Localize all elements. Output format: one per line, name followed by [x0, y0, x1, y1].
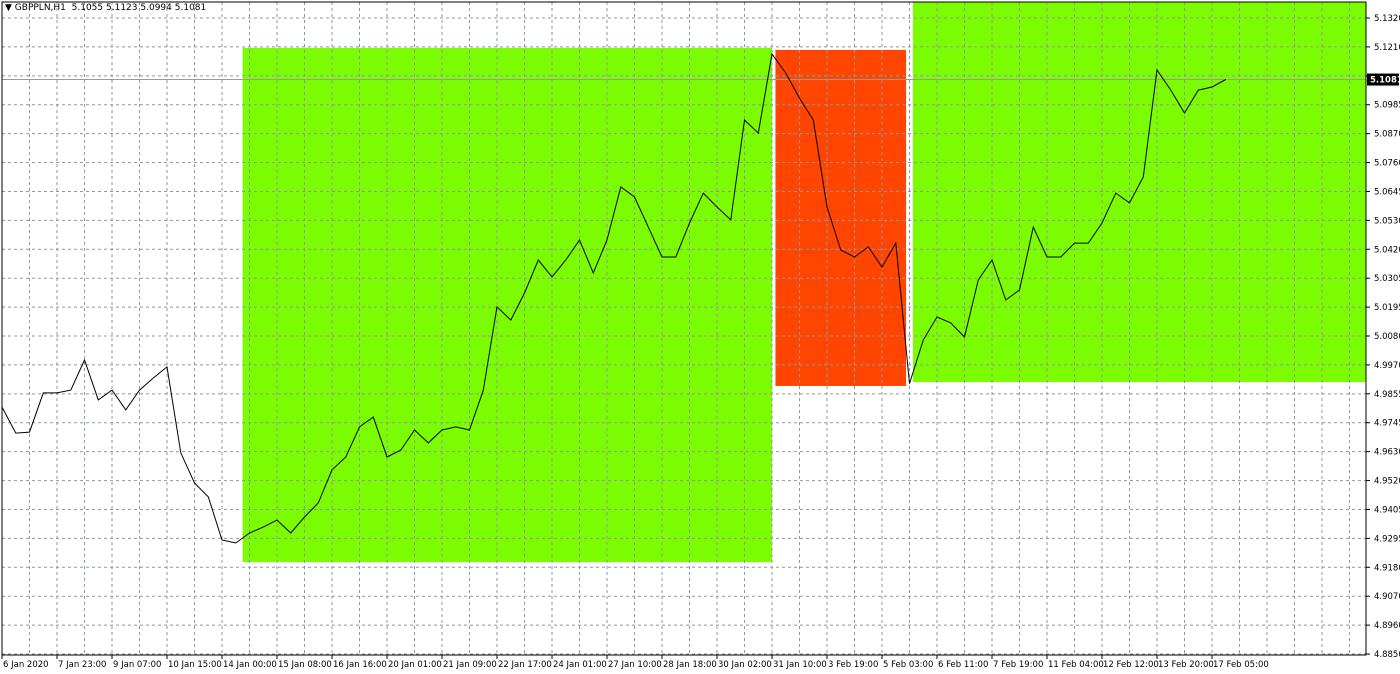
y-tick-label: 5.0870	[1374, 130, 1400, 140]
y-tick-label: 4.9745	[1374, 419, 1400, 429]
y-tick-label: 5.0420	[1374, 245, 1400, 255]
triangle-down-icon[interactable]: ▼	[5, 3, 12, 13]
x-tick-label: 12 Feb 12:00	[1103, 660, 1159, 670]
x-tick-label: 17 Feb 05:00	[1213, 660, 1269, 670]
x-tick-label: 27 Jan 10:00	[608, 660, 662, 670]
x-tick-label: 6 Jan 2020	[3, 660, 49, 670]
x-tick-label: 20 Jan 01:00	[388, 660, 442, 670]
symbol-label: GBPPLN,H1	[14, 3, 66, 13]
y-tick-label: 4.8960	[1374, 621, 1400, 631]
y-tick-label: 5.0530	[1374, 216, 1400, 226]
y-tick-label: 4.9180	[1374, 563, 1400, 573]
x-tick-label: 3 Feb 19:00	[828, 660, 878, 670]
x-tick-label: 15 Jan 08:00	[278, 660, 332, 670]
close-value: 5.1081	[174, 3, 207, 13]
plot-area	[2, 2, 1366, 655]
x-tick-label: 7 Jan 23:00	[58, 660, 106, 670]
y-tick-label: 4.9405	[1374, 505, 1400, 515]
current-price-label: 5.1081	[1370, 76, 1400, 86]
y-tick-label: 4.9970	[1374, 361, 1400, 371]
x-tick-label: 9 Jan 07:00	[113, 660, 161, 670]
zone-rectangle-1	[242, 47, 772, 563]
y-tick-label: 4.9295	[1374, 534, 1400, 544]
y-tick-label: 5.1320	[1374, 14, 1400, 24]
x-tick-label: 7 Feb 19:00	[993, 660, 1043, 670]
current-price-badge	[1367, 73, 1399, 86]
zone-rectangle-3	[912, 2, 1366, 383]
x-tick-label: 24 Jan 01:00	[553, 660, 607, 670]
x-tick-label: 16 Jan 16:00	[333, 660, 387, 670]
x-tick-label: 5 Feb 03:00	[883, 660, 933, 670]
open-value: 5.1055	[71, 3, 104, 13]
y-tick-label: 5.1210	[1374, 43, 1400, 53]
x-tick-label: 10 Jan 15:00	[168, 660, 222, 670]
x-tick-label: 21 Jan 09:00	[443, 660, 497, 670]
x-tick-label: 13 Feb 20:00	[1158, 660, 1214, 670]
low-value: 5.0994	[140, 3, 172, 13]
x-tick-label: 22 Jan 17:00	[498, 660, 552, 670]
x-tick-label: 14 Jan 00:00	[223, 660, 277, 670]
x-tick-label: 11 Feb 04:00	[1048, 660, 1104, 670]
x-tick-label: 6 Feb 11:00	[938, 660, 988, 670]
chart-header: ▼ GBPPLN,H1 5.1055 5.1123 5.0994 5.1081	[5, 3, 206, 13]
chart-frame	[1, 1, 1367, 656]
y-tick-label: 4.9520	[1374, 477, 1400, 487]
y-tick-label: 4.9855	[1374, 390, 1400, 400]
y-tick-label: 4.9070	[1374, 592, 1400, 602]
x-tick-label: 30 Jan 02:00	[718, 660, 772, 670]
x-tick-label: 31 Jan 10:00	[773, 660, 827, 670]
price-line	[2, 52, 1227, 544]
y-tick-label: 4.9630	[1374, 448, 1400, 458]
y-tick-label: 5.0760	[1374, 159, 1400, 169]
x-tick-label: 28 Jan 18:00	[663, 660, 717, 670]
y-tick-label: 4.8850	[1374, 650, 1400, 660]
zone-rectangle-2	[775, 49, 907, 386]
y-tick-label: 5.0080	[1374, 332, 1400, 342]
high-value: 5.1123	[106, 3, 138, 13]
